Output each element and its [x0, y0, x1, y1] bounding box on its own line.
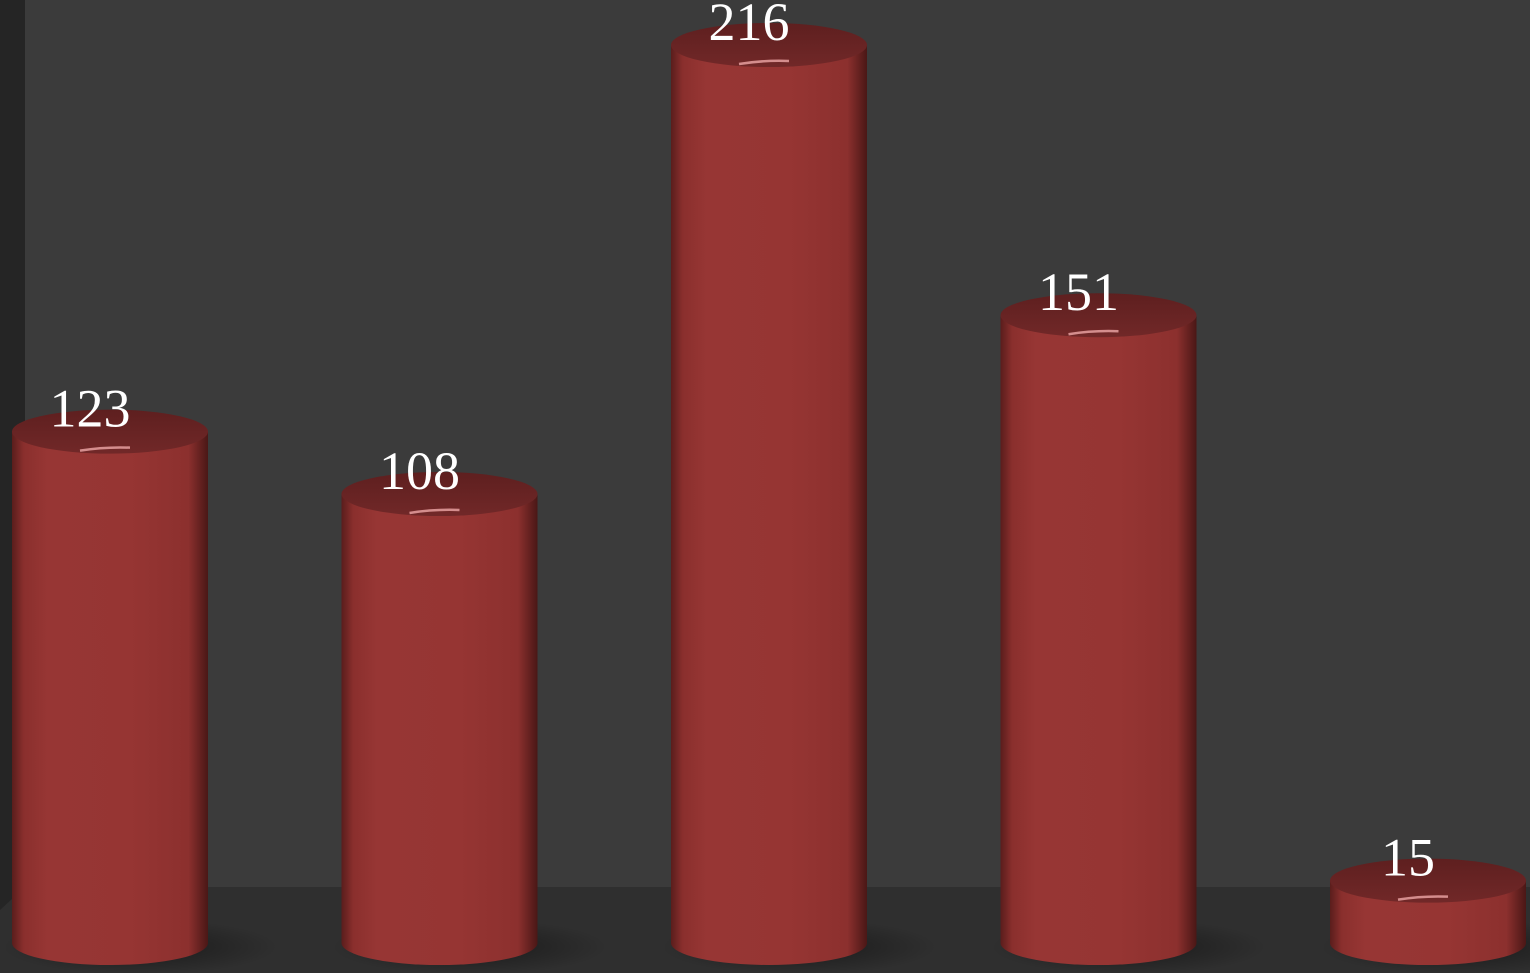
data-label: 15: [1381, 828, 1435, 888]
bar: [341, 494, 538, 965]
bar: [1330, 880, 1526, 965]
bar-highlight: [738, 59, 790, 66]
bar-highlight: [79, 446, 131, 452]
data-label: 216: [709, 0, 790, 52]
bar-group: 108: [331, 441, 608, 973]
bar: [671, 45, 867, 965]
bar-top-cap: [1330, 858, 1526, 903]
bar-highlight: [1397, 895, 1449, 901]
bar: [1000, 315, 1197, 966]
bar: [12, 431, 208, 965]
bar-top-cap: [341, 472, 538, 516]
bar-highlight: [1068, 329, 1119, 336]
bar-highlight: [409, 508, 460, 515]
bar-group: 15: [1320, 828, 1530, 973]
bar-top-cap: [12, 409, 208, 454]
bar-group: 151: [990, 262, 1267, 973]
data-label: 123: [50, 379, 131, 439]
bar-top-cap: [671, 23, 867, 67]
bar-top-cap: [1000, 293, 1197, 338]
bar-group: 123: [2, 379, 278, 973]
data-label: 108: [379, 441, 460, 501]
data-label: 151: [1038, 262, 1119, 322]
bar-group: 216: [661, 0, 937, 973]
